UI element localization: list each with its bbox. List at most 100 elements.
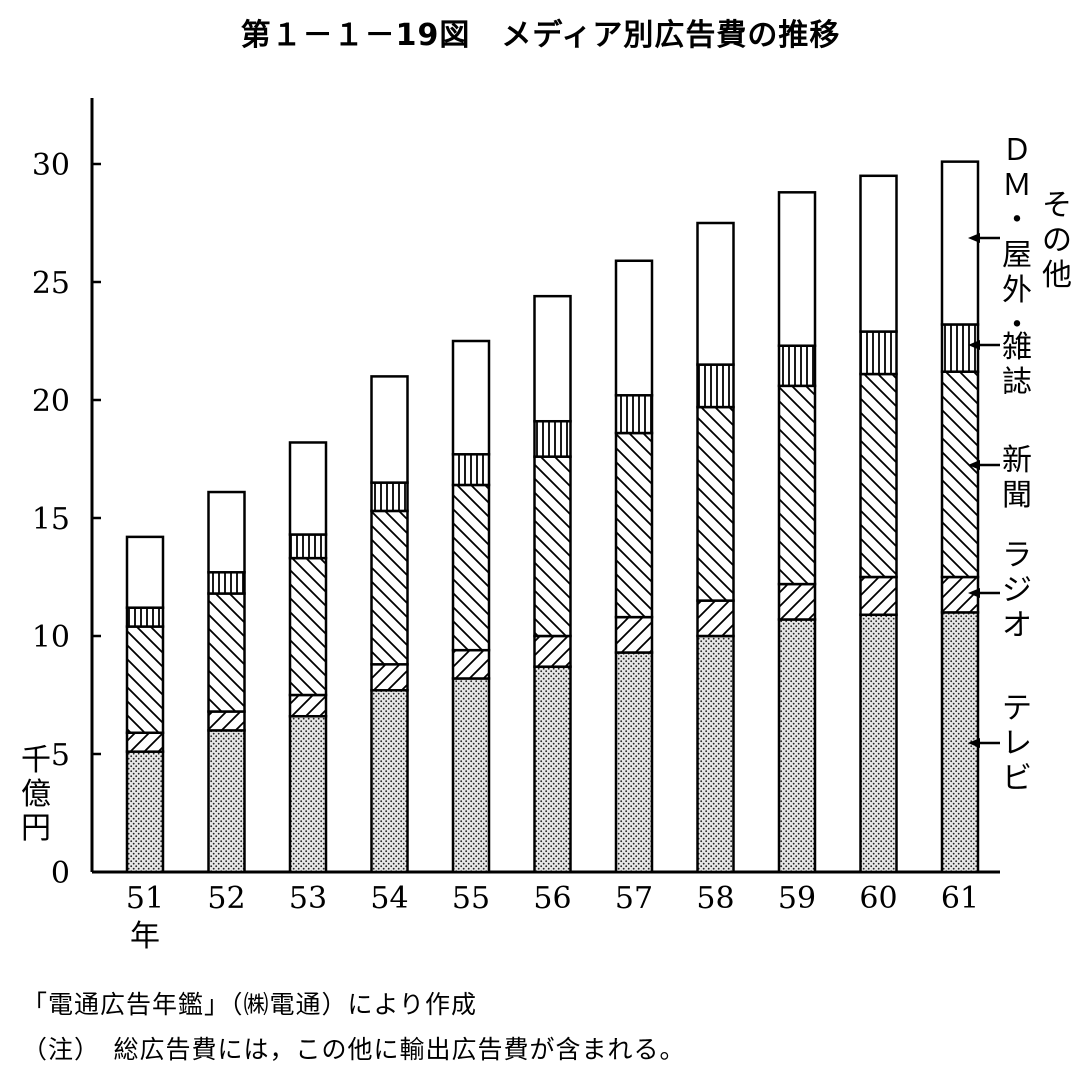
x-tick-label: 52: [207, 881, 245, 916]
bar-segment: [207, 710, 246, 732]
bar-segment: [125, 625, 165, 735]
bar-segment: [125, 535, 165, 609]
bar-segment: [696, 634, 735, 874]
bar-segment: [370, 663, 409, 692]
legend-char: そ: [1042, 188, 1072, 223]
bar-segment: [533, 665, 572, 874]
y-axis-label-char: 円: [21, 811, 51, 846]
bar-group: [940, 160, 980, 874]
bar-segment: [370, 689, 409, 874]
legend-arrow-magazine-head: [968, 340, 980, 350]
legend-char: レ: [1002, 726, 1032, 761]
bar-group: [859, 174, 898, 874]
bar-group: [696, 221, 735, 874]
bar-segment: [288, 693, 328, 718]
bar-segment: [451, 453, 491, 487]
x-tick-label: 58: [696, 881, 734, 916]
bar-group: [125, 535, 165, 874]
legend-label-other: その他: [1042, 188, 1072, 293]
y-axis-label-char: 億: [21, 777, 51, 812]
year-unit-label: 年: [130, 919, 160, 954]
bar-segment: [859, 372, 898, 579]
bars: [125, 160, 980, 874]
y-tick-label: 10: [32, 620, 70, 655]
bar-segment: [451, 677, 491, 874]
bar-segment: [940, 160, 980, 326]
bar-segment: [859, 575, 898, 617]
bar-segment: [614, 259, 654, 397]
x-tick-label: 61: [941, 881, 979, 916]
bar-segment: [125, 731, 165, 753]
bar-segment: [533, 294, 572, 423]
legend-char: 屋: [1002, 238, 1032, 273]
bar-segment: [859, 613, 898, 874]
bar-segment: [451, 339, 491, 456]
y-tick-label: 30: [32, 148, 70, 183]
legend-char: ジ: [1002, 573, 1032, 608]
bar-segment: [614, 394, 654, 435]
bar-segment: [370, 375, 409, 484]
x-tick-label: 60: [859, 881, 897, 916]
bar-segment: [696, 599, 735, 638]
bar-group: [207, 490, 246, 874]
legend-char: テ: [1002, 691, 1032, 726]
bar-segment: [614, 651, 654, 874]
legend-arrow-tv-head: [968, 738, 980, 748]
bar-segment: [614, 431, 654, 619]
legend-arrow-radio-head: [968, 588, 980, 598]
legend-arrow-newspaper-head: [968, 460, 980, 470]
y-tick-label: 5: [51, 738, 70, 773]
bar-segment: [940, 370, 980, 579]
y-tick-label: 20: [32, 384, 70, 419]
legend-char: ラ: [1002, 538, 1032, 573]
bar-segment: [614, 615, 654, 654]
bar-segment: [533, 634, 572, 668]
x-tick-label: 56: [533, 881, 571, 916]
bar-segment: [370, 509, 409, 666]
bar-segment: [125, 750, 165, 874]
legend-label-radio: ラジオ: [1002, 538, 1032, 643]
legend-label-newspaper: 新聞: [1002, 443, 1032, 513]
x-tick-label: 51: [126, 881, 164, 916]
bar-segment: [696, 363, 735, 409]
bar-group: [533, 294, 572, 874]
footnote: （注） 総広告費には，この他に輸出広告費が含まれる。: [22, 1035, 686, 1064]
bar-segment: [288, 556, 328, 697]
legend-char: Ｄ: [1002, 133, 1032, 168]
bar-segment: [859, 330, 898, 376]
bar-segment: [451, 648, 491, 680]
bar-group: [777, 191, 817, 874]
bar-segment: [207, 729, 246, 874]
y-axis-label-char: 千: [21, 743, 51, 778]
legend-label-dm-outdoor: ＤＭ・屋外・: [1002, 133, 1032, 343]
x-tick-label: 59: [778, 881, 816, 916]
bar-segment: [777, 582, 817, 621]
legend-char: 新: [1002, 443, 1032, 478]
legend-label-tv: テレビ: [1002, 691, 1032, 796]
bar-segment: [777, 191, 817, 347]
legend-char: 聞: [1002, 478, 1032, 513]
bar-group: [451, 339, 491, 874]
bar-group: [288, 441, 328, 874]
bar-segment: [696, 405, 735, 602]
y-tick-label: 0: [51, 856, 70, 891]
y-tick-label: 25: [32, 266, 70, 301]
chart-title: 第１－１－19図 メディア別広告費の推移: [240, 18, 841, 53]
bar-segment: [207, 490, 246, 574]
tick-labels: 0 5 10 15 20 25 30 千億円 51年 52 53 54 55 56 57 58 59 60 61: [21, 148, 979, 954]
y-tick-label: 15: [32, 502, 70, 537]
legend-char: オ: [1002, 608, 1032, 643]
legend-arrow-other-head: [968, 233, 980, 243]
y-axis-label: 千億円: [21, 743, 51, 846]
bar-segment: [370, 481, 409, 513]
bar-segment: [451, 483, 491, 652]
bar-segment: [207, 592, 246, 713]
bar-segment: [288, 714, 328, 874]
bar-group: [614, 259, 654, 874]
x-tick-label: 53: [289, 881, 327, 916]
bar-segment: [288, 441, 328, 536]
bar-segment: [777, 618, 817, 874]
legend-char: 外: [1002, 273, 1032, 308]
legend-label-magazine: 雑誌: [1002, 330, 1032, 400]
